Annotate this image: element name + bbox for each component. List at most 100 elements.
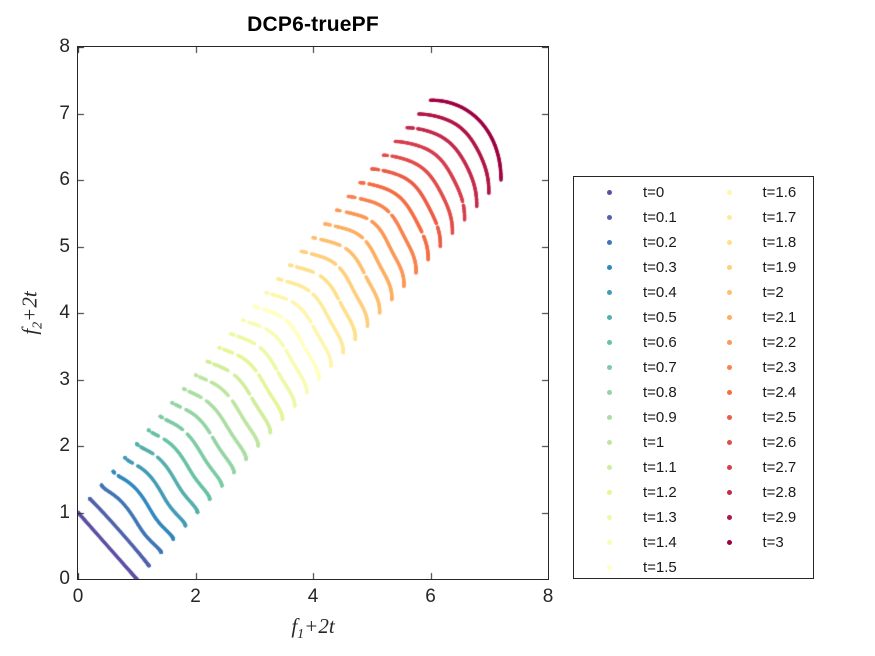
legend-label: t=0.8 <box>643 384 677 401</box>
legend-row: t=0.8 <box>574 380 694 405</box>
legend-label: t=0.7 <box>643 359 677 376</box>
legend-row: t=1.8 <box>694 230 814 255</box>
legend-row: t=0 <box>574 180 694 205</box>
legend-label: t=2.5 <box>762 409 797 426</box>
legend-label: t=2.8 <box>762 484 797 501</box>
y-tick-label: 0 <box>59 568 70 589</box>
legend-column-1: t=0 t=0.1 t=0.2 t=0.3 t=0.4 t=0.5 t=0.6 t=0.7 t=… <box>574 177 694 580</box>
legend-marker-dot <box>726 190 732 195</box>
legend-label: t=0.9 <box>643 409 677 426</box>
legend-marker-dot <box>726 415 732 420</box>
legend-marker-dot <box>607 565 612 570</box>
legend-label: t=2.1 <box>762 309 797 326</box>
plot-title: DCP6-truePF <box>247 13 379 36</box>
legend-marker-dot <box>607 415 612 420</box>
legend-label: t=2.4 <box>762 384 797 401</box>
y-tick-label: 5 <box>59 235 70 257</box>
legend-marker-dot <box>726 290 732 295</box>
x-axis-label-rest: +2t <box>304 614 335 638</box>
legend-marker-dot <box>726 365 732 370</box>
legend-label: t=0.4 <box>643 284 677 301</box>
y-tick-label: 3 <box>59 368 70 390</box>
legend-label: t=2.6 <box>762 434 797 451</box>
legend-marker-dot <box>726 340 732 345</box>
legend-marker-dot <box>607 390 612 395</box>
legend-row: t=2.9 <box>694 505 814 530</box>
legend: t=0 t=0.1 t=0.2 t=0.3 t=0.4 t=0.5 t=0.6 t=0.7 t=… <box>573 176 814 579</box>
legend-label: t=1.5 <box>643 559 677 576</box>
legend-marker-dot <box>607 190 612 195</box>
y-tick-label: 7 <box>59 102 70 124</box>
legend-row: t=1.1 <box>574 455 694 480</box>
legend-row: t=1.3 <box>574 505 694 530</box>
legend-label: t=2.9 <box>762 509 797 526</box>
legend-row: t=1.9 <box>694 255 814 280</box>
legend-marker-dot <box>726 315 732 320</box>
legend-label: t=1.4 <box>643 534 677 551</box>
scatter-canvas <box>78 47 548 579</box>
legend-label: t=1.7 <box>762 209 797 226</box>
x-axis-label-sub: 1 <box>297 627 305 643</box>
legend-label: t=2.3 <box>762 359 797 376</box>
legend-label: t=1.3 <box>643 509 677 526</box>
legend-row: t=2.7 <box>694 455 814 480</box>
y-axis-label-sub: 2 <box>30 321 46 329</box>
legend-marker-dot <box>726 265 732 270</box>
y-tick-label: 6 <box>59 169 70 190</box>
legend-row: t=0.6 <box>574 330 694 355</box>
legend-row: t=1.6 <box>694 180 814 205</box>
legend-row: t=1.5 <box>574 555 694 580</box>
legend-marker-dot <box>607 265 612 270</box>
legend-row: t=2.4 <box>694 380 814 405</box>
legend-row: t=0.2 <box>574 230 694 255</box>
legend-row: t=1.4 <box>574 530 694 555</box>
legend-row: t=2 <box>694 280 814 305</box>
legend-marker-dot <box>607 490 612 495</box>
x-axis-label-var: f <box>291 614 298 638</box>
legend-marker-dot <box>607 440 612 445</box>
legend-label: t=0.6 <box>643 334 677 351</box>
legend-label: t=1.2 <box>643 484 677 501</box>
legend-marker-dot <box>607 465 612 470</box>
legend-row: t=2.5 <box>694 405 814 430</box>
x-tick-label: 0 <box>72 586 84 607</box>
legend-row: t=0.5 <box>574 305 694 330</box>
legend-row: t=2.8 <box>694 480 814 505</box>
x-tick-label: 4 <box>307 586 319 607</box>
legend-marker-dot <box>607 240 612 245</box>
legend-label: t=2.2 <box>762 334 797 351</box>
legend-row: t=0.4 <box>574 280 694 305</box>
legend-label: t=0 <box>643 184 665 201</box>
y-axis-label-var: f <box>17 328 42 335</box>
legend-row: t=2.3 <box>694 355 814 380</box>
legend-marker-dot <box>607 340 612 345</box>
legend-label: t=0.3 <box>643 259 677 276</box>
legend-label: t=3 <box>762 534 784 551</box>
legend-marker-dot <box>726 515 732 520</box>
x-tick-label: 6 <box>425 586 436 607</box>
legend-label: t=1.8 <box>762 234 797 251</box>
legend-label: t=1.6 <box>762 184 797 201</box>
x-tick-label: 2 <box>190 586 201 607</box>
y-axis-label-rest: +2t <box>17 291 42 322</box>
legend-marker-dot <box>726 440 732 445</box>
y-tick-label: 8 <box>59 36 70 57</box>
y-tick-label: 2 <box>59 435 70 456</box>
legend-marker-dot <box>607 365 612 370</box>
legend-marker-dot <box>726 490 732 495</box>
legend-row: t=2.6 <box>694 430 814 455</box>
legend-label: t=0.5 <box>643 309 677 326</box>
legend-row: t=1.2 <box>574 480 694 505</box>
legend-marker-dot <box>607 315 612 320</box>
plot-area <box>77 46 549 580</box>
legend-label: t=0.1 <box>643 209 677 226</box>
legend-marker-dot <box>607 215 612 220</box>
legend-label: t=0.2 <box>643 234 677 251</box>
legend-column-2: t=1.6 t=1.7 t=1.8 t=1.9 t=2 t=2.1 t=2.2 t=2.3 t=… <box>694 177 814 555</box>
legend-marker-dot <box>607 515 612 520</box>
legend-marker-dot <box>726 540 732 545</box>
legend-row: t=2.1 <box>694 305 814 330</box>
legend-row: t=0.3 <box>574 255 694 280</box>
y-tick-label: 4 <box>59 302 70 323</box>
